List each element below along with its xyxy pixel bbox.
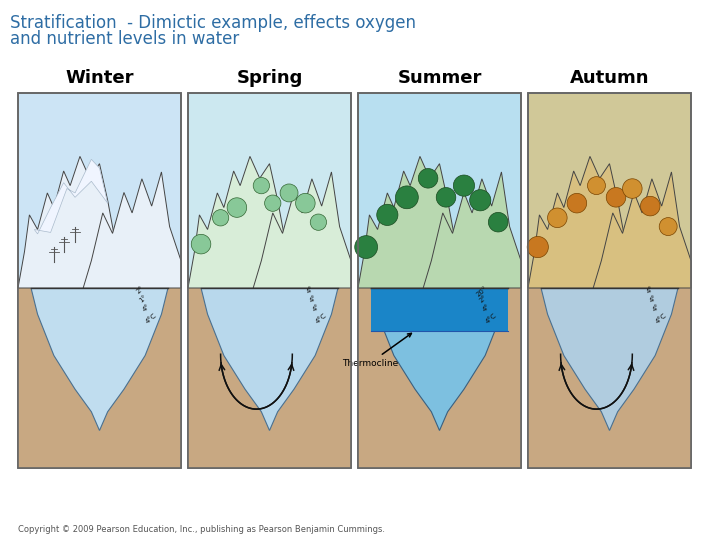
Polygon shape [371, 288, 508, 330]
Circle shape [355, 235, 377, 259]
Polygon shape [253, 172, 351, 288]
Circle shape [212, 210, 229, 226]
Text: Summer: Summer [397, 69, 482, 87]
Circle shape [488, 212, 508, 232]
Text: and nutrient levels in water: and nutrient levels in water [10, 30, 239, 48]
Bar [358, 288, 521, 468]
Text: 2°: 2° [478, 294, 488, 303]
Circle shape [567, 193, 587, 213]
Bar [528, 93, 691, 468]
Text: 4°: 4° [308, 294, 318, 303]
Polygon shape [201, 288, 338, 430]
Text: Autumn: Autumn [570, 69, 649, 87]
Polygon shape [35, 159, 108, 234]
Text: 4°C: 4°C [145, 312, 158, 325]
Text: 4°: 4° [141, 303, 151, 313]
Bar [18, 93, 181, 468]
Text: Stratification  - Dimictic example, effects oxygen: Stratification - Dimictic example, effec… [10, 14, 416, 32]
Circle shape [454, 175, 474, 196]
Circle shape [469, 190, 491, 211]
Circle shape [527, 237, 549, 258]
Bar [18, 283, 181, 468]
Circle shape [660, 218, 677, 235]
Circle shape [192, 234, 211, 254]
Text: 2°: 2° [135, 285, 145, 295]
Text: Copyright © 2009 Pearson Education, Inc., publishing as Pearson Benjamin Cumming: Copyright © 2009 Pearson Education, Inc.… [18, 525, 385, 534]
Bar [358, 283, 521, 468]
Text: Winter: Winter [66, 69, 134, 87]
Circle shape [418, 168, 438, 188]
Bar [188, 288, 351, 468]
Text: 4°: 4° [652, 303, 661, 313]
Circle shape [253, 178, 269, 194]
Polygon shape [541, 288, 678, 430]
Circle shape [310, 214, 327, 231]
Polygon shape [188, 157, 286, 288]
Circle shape [377, 204, 398, 226]
Text: 20°: 20° [475, 285, 489, 298]
Polygon shape [358, 157, 456, 288]
Bar [528, 288, 691, 468]
Polygon shape [593, 172, 691, 288]
Polygon shape [528, 157, 626, 288]
Circle shape [436, 187, 456, 207]
Circle shape [548, 208, 567, 227]
Circle shape [606, 187, 626, 207]
Text: 4°: 4° [649, 294, 658, 303]
Bar [358, 93, 521, 468]
Circle shape [280, 184, 298, 202]
Text: 4°C: 4°C [485, 312, 498, 325]
Bar [528, 93, 691, 468]
Circle shape [588, 177, 606, 194]
Polygon shape [18, 157, 116, 288]
Bar [18, 93, 181, 468]
Text: 4°: 4° [482, 303, 491, 313]
Bar [358, 93, 521, 468]
Polygon shape [31, 288, 168, 430]
Bar [18, 288, 181, 468]
Bar [188, 93, 351, 468]
Polygon shape [423, 172, 521, 288]
Text: Spring: Spring [236, 69, 302, 87]
Text: 4°: 4° [305, 285, 315, 295]
Circle shape [296, 193, 315, 213]
Bar [188, 283, 351, 468]
Polygon shape [371, 288, 508, 430]
Text: 1°: 1° [138, 294, 148, 303]
Text: 4°: 4° [645, 285, 655, 295]
Circle shape [265, 195, 281, 211]
Text: 4°: 4° [311, 303, 321, 313]
Text: 4°C: 4°C [654, 312, 668, 325]
Circle shape [227, 198, 247, 217]
Bar [528, 283, 691, 468]
Circle shape [641, 197, 660, 216]
Polygon shape [84, 172, 181, 288]
Circle shape [623, 179, 642, 198]
Text: Thermocline: Thermocline [342, 333, 411, 368]
Circle shape [395, 186, 418, 209]
Bar [188, 93, 351, 468]
Text: 4°C: 4°C [315, 312, 328, 325]
